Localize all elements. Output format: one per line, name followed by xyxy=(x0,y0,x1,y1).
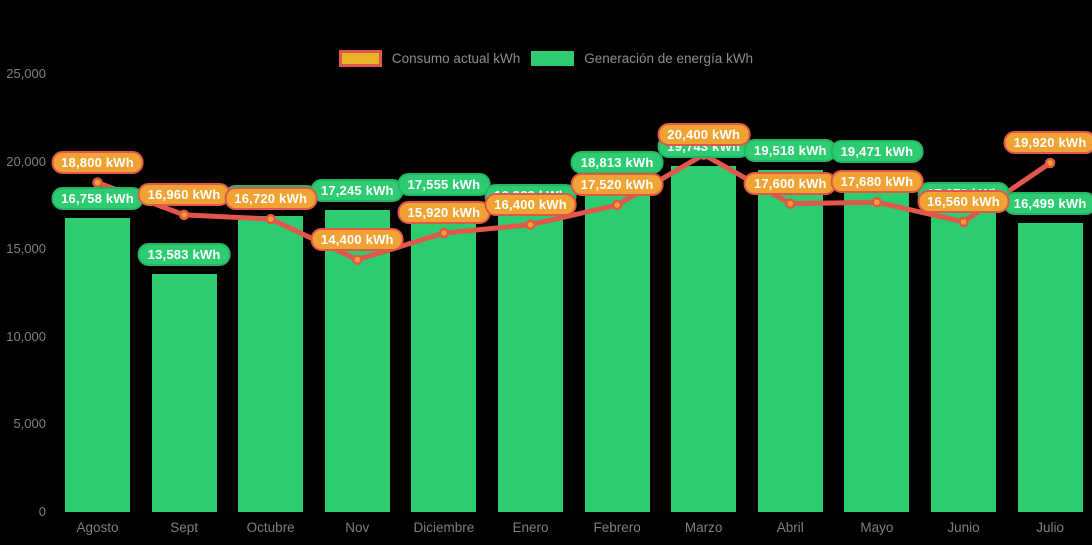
consumo-value-badge: 15,920 kWh xyxy=(397,201,491,225)
generacion-bar[interactable] xyxy=(844,170,910,512)
consumo-value-badge: 17,680 kWh xyxy=(830,170,924,194)
x-axis-label: Mayo xyxy=(860,520,894,535)
generacion-bar[interactable] xyxy=(411,204,477,512)
x-axis-label: Agosto xyxy=(76,520,119,535)
consumo-value-badge: 20,400 kWh xyxy=(657,122,751,146)
consumo-value-badge: 14,400 kWh xyxy=(310,227,404,251)
x-axis-label: Febrero xyxy=(593,520,641,535)
generacion-bar[interactable] xyxy=(757,170,823,512)
consumo-value-badge: 18,800 kWh xyxy=(51,150,144,174)
y-axis-tick-label: 0 xyxy=(38,504,46,519)
x-axis-label: Abril xyxy=(776,520,804,535)
generacion-bar[interactable] xyxy=(1017,222,1083,512)
generacion-bar[interactable] xyxy=(238,215,304,512)
generacion-bar[interactable] xyxy=(584,182,650,512)
x-axis-label: Julio xyxy=(1036,520,1064,535)
x-axis-label: Nov xyxy=(345,520,370,535)
consumo-data-point[interactable] xyxy=(92,177,103,188)
x-axis-label: Diciembre xyxy=(413,520,475,535)
y-axis-tick-label: 20,000 xyxy=(6,153,46,169)
generacion-value-badge: 16,499 kWh xyxy=(1003,191,1092,215)
consumo-swatch xyxy=(338,49,382,67)
generacion-value-badge: 19,518 kWh xyxy=(743,139,837,163)
y-axis-tick-label: 25,000 xyxy=(6,66,46,81)
generacion-bar[interactable] xyxy=(324,209,390,512)
generacion-value-badge: 17,555 kWh xyxy=(397,173,491,197)
consumo-legend-label: Consumo actual kWh xyxy=(391,50,521,66)
consumo-value-badge: 16,960 kWh xyxy=(137,182,231,206)
generacion-value-badge: 16,758 kWh xyxy=(51,187,144,211)
consumo-value-badge: 17,520 kWh xyxy=(570,173,664,197)
y-axis-tick-label: 15,000 xyxy=(6,241,46,257)
y-axis-tick-label: 5,000 xyxy=(13,416,46,432)
x-axis-label: Junio xyxy=(947,520,980,535)
generacion-bar[interactable] xyxy=(671,166,737,512)
consumo-value-badge: 16,720 kWh xyxy=(224,187,318,211)
generacion-value-badge: 18,813 kWh xyxy=(570,151,664,175)
consumo-data-point[interactable] xyxy=(1044,157,1056,169)
legend-item-generacion[interactable]: Generación de energía kWh xyxy=(531,50,754,66)
x-axis-label: Enero xyxy=(512,520,549,535)
x-axis-label: Octubre xyxy=(246,520,295,535)
generacion-legend-label: Generación de energía kWh xyxy=(584,50,754,66)
x-axis-label: Marzo xyxy=(684,520,723,535)
generacion-swatch xyxy=(531,50,575,66)
generacion-bar[interactable] xyxy=(65,218,130,512)
y-axis-tick-label: 10,000 xyxy=(6,328,46,344)
generacion-value-badge: 19,471 kWh xyxy=(830,139,924,163)
legend: Consumo actual kWh Generación de energía… xyxy=(0,46,1092,70)
generacion-value-badge: 17,245 kWh xyxy=(310,178,404,202)
x-axis-label: Sept xyxy=(170,520,198,535)
consumo-value-badge: 17,600 kWh xyxy=(743,171,837,195)
consumo-value-badge: 19,920 kWh xyxy=(1003,131,1092,154)
generacion-bar[interactable] xyxy=(151,274,217,512)
consumo-data-point[interactable] xyxy=(178,209,190,221)
generacion-bar[interactable] xyxy=(498,215,563,512)
generacion-value-badge: 13,583 kWh xyxy=(137,243,231,267)
legend-item-consumo[interactable]: Consumo actual kWh xyxy=(338,49,521,67)
consumo-value-badge: 16,400 kWh xyxy=(484,192,577,216)
consumo-value-badge: 16,560 kWh xyxy=(917,189,1010,213)
generacion-bar[interactable] xyxy=(931,212,996,512)
